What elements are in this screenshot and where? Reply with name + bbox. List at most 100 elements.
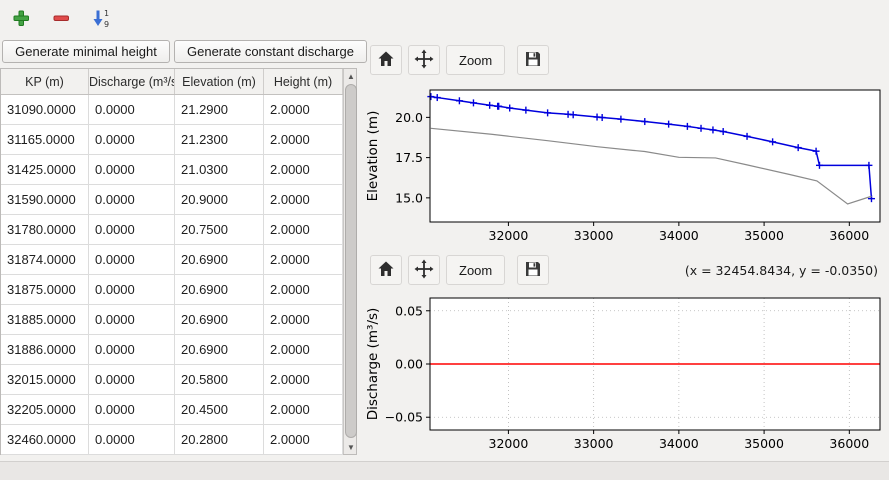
table-cell[interactable]: 31090.0000 [1, 94, 89, 125]
table-cell[interactable]: 20.6900 [174, 274, 264, 305]
table-cell[interactable]: 2.0000 [263, 154, 343, 185]
table-cell[interactable]: 31590.0000 [1, 184, 89, 215]
svg-text:33000: 33000 [574, 436, 614, 451]
table-row: 31886.0000 0.0000 20.6900 2.0000 [1, 334, 343, 365]
scrollbar-thumb[interactable] [345, 84, 357, 438]
column-header[interactable]: Discharge (m³/s) [88, 69, 175, 95]
elevation-chart-toolbar: Zoom [370, 44, 550, 76]
scrollbar-up-arrow[interactable]: ▲ [347, 71, 355, 81]
sort-rows-button[interactable]: 1 9 [88, 6, 114, 32]
table-cell[interactable]: 31885.0000 [1, 304, 89, 335]
table-row: 32015.0000 0.0000 20.5800 2.0000 [1, 364, 343, 395]
discharge-chart-toolbar: Zoom (x = 32454.8434, y = -0.0350) [370, 254, 882, 286]
column-header[interactable]: Height (m) [263, 69, 343, 95]
table-cell[interactable]: 0.0000 [88, 184, 175, 215]
svg-text:15.0: 15.0 [395, 190, 423, 205]
remove-row-button[interactable] [48, 6, 74, 32]
column-header[interactable]: KP (m) [1, 69, 89, 95]
pan-button[interactable] [408, 45, 440, 75]
table-row: 31885.0000 0.0000 20.6900 2.0000 [1, 304, 343, 335]
home-button[interactable] [370, 255, 402, 285]
generate-minimal-height-button[interactable]: Generate minimal height [2, 40, 170, 63]
scrollbar-down-arrow[interactable]: ▼ [347, 442, 355, 452]
save-figure-button[interactable] [517, 45, 550, 75]
table-scrollbar[interactable]: ▲ ▼ [343, 69, 357, 454]
table-cell[interactable]: 0.0000 [88, 94, 175, 125]
cursor-coordinates-readout: (x = 32454.8434, y = -0.0350) [684, 262, 878, 278]
table-row: 31590.0000 0.0000 20.9000 2.0000 [1, 184, 343, 215]
table-cell[interactable]: 0.0000 [88, 124, 175, 155]
table-cell[interactable]: 2.0000 [263, 304, 343, 335]
table-cell[interactable]: 21.2900 [174, 94, 264, 125]
table-cell[interactable]: 31875.0000 [1, 274, 89, 305]
svg-text:20.0: 20.0 [395, 110, 423, 125]
table-row: 31425.0000 0.0000 21.0300 2.0000 [1, 154, 343, 185]
table-cell[interactable]: 0.0000 [88, 364, 175, 395]
table-cell[interactable]: 21.2300 [174, 124, 264, 155]
table-cell[interactable]: 31425.0000 [1, 154, 89, 185]
table-cell[interactable]: 2.0000 [263, 364, 343, 395]
generate-buttons-row: Generate minimal height Generate constan… [2, 40, 367, 63]
discharge-chart[interactable]: 32000 33000 34000 35000 36000 −0.05 0.00 0.05 Di… [362, 288, 889, 458]
floppy-disk-icon [523, 259, 543, 282]
table-cell[interactable]: 2.0000 [263, 244, 343, 275]
svg-text:Elevation (m): Elevation (m) [365, 111, 381, 202]
table-body: 31090.0000 0.0000 21.2900 2.0000 31165.0000 0… [1, 94, 343, 455]
table-cell[interactable]: 0.0000 [88, 424, 175, 455]
elevation-chart[interactable]: 32000 33000 34000 35000 36000 15.0 17.5 20.0 Ele… [362, 80, 889, 250]
table-cell[interactable]: 31165.0000 [1, 124, 89, 155]
table-cell[interactable]: 2.0000 [263, 214, 343, 245]
table-cell[interactable]: 20.6900 [174, 304, 264, 335]
table-cell[interactable]: 0.0000 [88, 214, 175, 245]
table-row: 31090.0000 0.0000 21.2900 2.0000 [1, 94, 343, 125]
table-cell[interactable]: 20.7500 [174, 214, 264, 245]
table-cell[interactable]: 20.2800 [174, 424, 264, 455]
svg-text:1: 1 [104, 9, 109, 18]
table-row: 31165.0000 0.0000 21.2300 2.0000 [1, 124, 343, 155]
home-icon [376, 259, 396, 282]
table-cell[interactable]: 31874.0000 [1, 244, 89, 275]
table-cell[interactable]: 32205.0000 [1, 394, 89, 425]
table-row: 31874.0000 0.0000 20.6900 2.0000 [1, 244, 343, 275]
table-cell[interactable]: 31886.0000 [1, 334, 89, 365]
table-cell[interactable]: 0.0000 [88, 394, 175, 425]
table-cell[interactable]: 0.0000 [88, 304, 175, 335]
table-cell[interactable]: 2.0000 [263, 274, 343, 305]
home-icon [376, 49, 396, 72]
home-button[interactable] [370, 45, 402, 75]
main-toolbar: 1 9 [8, 4, 114, 34]
save-figure-button[interactable] [517, 255, 550, 285]
table-cell[interactable]: 32015.0000 [1, 364, 89, 395]
table-cell[interactable]: 31780.0000 [1, 214, 89, 245]
table-cell[interactable]: 2.0000 [263, 184, 343, 215]
table-cell[interactable]: 2.0000 [263, 124, 343, 155]
table-cell[interactable]: 20.6900 [174, 244, 264, 275]
add-row-button[interactable] [8, 6, 34, 32]
table-cell[interactable]: 20.4500 [174, 394, 264, 425]
table-cell[interactable]: 2.0000 [263, 394, 343, 425]
table-cell[interactable]: 0.0000 [88, 154, 175, 185]
floppy-disk-icon [523, 49, 543, 72]
table-cell[interactable]: 0.0000 [88, 274, 175, 305]
table-cell[interactable]: 20.6900 [174, 334, 264, 365]
table-cell[interactable]: 0.0000 [88, 334, 175, 365]
table-cell[interactable]: 0.0000 [88, 244, 175, 275]
table-cell[interactable]: 32460.0000 [1, 424, 89, 455]
table-cell[interactable]: 21.0300 [174, 154, 264, 185]
column-header[interactable]: Elevation (m) [174, 69, 264, 95]
svg-text:17.5: 17.5 [395, 150, 423, 165]
generate-constant-discharge-button[interactable]: Generate constant discharge [174, 40, 367, 63]
table-cell[interactable]: 2.0000 [263, 424, 343, 455]
table-cell[interactable]: 2.0000 [263, 334, 343, 365]
svg-text:0.05: 0.05 [395, 303, 423, 318]
table-cell[interactable]: 20.5800 [174, 364, 264, 395]
table-cell[interactable]: 2.0000 [263, 94, 343, 125]
svg-text:34000: 34000 [659, 228, 699, 243]
window-bottom-bar [0, 461, 889, 480]
zoom-button[interactable]: Zoom [446, 45, 506, 75]
svg-text:9: 9 [104, 20, 109, 28]
zoom-button[interactable]: Zoom [446, 255, 506, 285]
pan-button[interactable] [408, 255, 440, 285]
table-cell[interactable]: 20.9000 [174, 184, 264, 215]
